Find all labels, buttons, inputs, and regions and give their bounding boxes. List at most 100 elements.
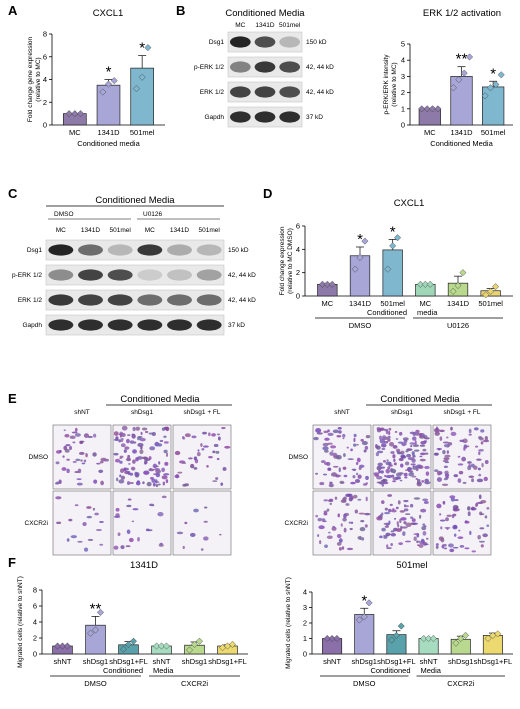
- cell: [381, 527, 386, 532]
- cell: [435, 543, 439, 546]
- blot-kd-label: 37 kD: [228, 322, 245, 329]
- x-tick-label: 1341D: [447, 299, 470, 308]
- data-point: [54, 642, 62, 650]
- y-tick-label: 1: [401, 104, 405, 113]
- data-point: [328, 635, 336, 642]
- cell: [479, 437, 484, 441]
- cell: [189, 532, 196, 537]
- cell: [337, 426, 342, 430]
- cell: [452, 524, 458, 530]
- x-tick-label: 1341D: [97, 128, 120, 137]
- cell: [322, 473, 328, 476]
- cell: [453, 507, 460, 512]
- cell: [191, 435, 197, 439]
- cell: [383, 522, 388, 525]
- lane-label: MC: [235, 22, 245, 29]
- x-tick-label: MC: [424, 128, 436, 137]
- group-label: U0126: [447, 321, 469, 330]
- significance-label: **: [456, 51, 468, 68]
- cell: [449, 548, 455, 553]
- cell: [343, 496, 347, 500]
- cell: [436, 503, 442, 509]
- y-tick-label: 1: [303, 634, 307, 643]
- cell: [329, 502, 332, 506]
- data-point: [191, 640, 198, 648]
- center-label: Conditioned: [103, 666, 143, 675]
- cell: [165, 452, 169, 457]
- y-tick-label: 8: [43, 30, 47, 39]
- cell: [412, 444, 420, 448]
- cell: [66, 468, 70, 474]
- cell: [68, 446, 73, 450]
- cell: [401, 526, 408, 529]
- cell: [476, 458, 482, 461]
- cell: [332, 429, 339, 434]
- cell: [388, 430, 391, 436]
- cell: [396, 472, 402, 477]
- y-tick-label: 4: [401, 56, 405, 65]
- cell: [86, 506, 92, 509]
- cell: [379, 535, 383, 539]
- cell: [74, 504, 79, 507]
- cell: [350, 448, 353, 452]
- cell: [323, 430, 329, 434]
- data-point: [361, 237, 369, 245]
- cell: [69, 435, 76, 440]
- cell: [135, 472, 140, 477]
- cell: [381, 500, 385, 505]
- cell: [332, 452, 338, 458]
- cell: [339, 480, 345, 484]
- cell: [129, 472, 134, 476]
- data-point: [92, 626, 99, 634]
- cell: [392, 480, 396, 483]
- cell: [63, 429, 66, 432]
- panel-label-a: A: [8, 3, 18, 18]
- x-tick-label: 501mel: [481, 128, 506, 137]
- cell: [343, 513, 347, 519]
- cell: [137, 536, 140, 542]
- cell: [120, 432, 126, 438]
- group-label: CXCR2i: [447, 679, 474, 688]
- cell: [365, 434, 371, 439]
- cell: [433, 452, 439, 456]
- cell: [360, 520, 365, 523]
- cell: [467, 461, 472, 464]
- y-tick-label: 0: [401, 121, 405, 130]
- cell: [394, 430, 398, 434]
- cell: [355, 461, 359, 465]
- cell: [86, 515, 93, 519]
- cell: [355, 472, 359, 476]
- cell: [337, 513, 340, 518]
- cell: [328, 483, 334, 488]
- cell: [375, 452, 380, 457]
- cell: [378, 469, 381, 474]
- cell: [415, 478, 418, 480]
- data-point: [429, 635, 437, 642]
- cell: [59, 449, 62, 453]
- band: [107, 294, 133, 306]
- data-point: [392, 631, 400, 639]
- x-tick-label: shNT: [153, 657, 171, 666]
- data-point: [333, 635, 341, 642]
- band: [48, 319, 74, 331]
- group-label: CXCR2i: [181, 679, 208, 688]
- cell: [471, 550, 476, 553]
- cell: [324, 449, 329, 453]
- band: [107, 319, 133, 331]
- cell: [390, 468, 397, 473]
- cell: [405, 513, 411, 515]
- cell: [392, 454, 396, 459]
- cell: [395, 448, 401, 453]
- band: [167, 269, 192, 281]
- cell: [364, 445, 369, 450]
- y-tick-label: 4: [303, 588, 307, 597]
- cell: [459, 439, 465, 443]
- cell: [336, 454, 342, 460]
- data-point: [99, 88, 107, 96]
- bar: [450, 76, 473, 126]
- cell: [376, 481, 383, 484]
- cell: [453, 533, 457, 537]
- cell: [190, 463, 195, 469]
- cell: [403, 521, 407, 525]
- data-point: [365, 599, 373, 607]
